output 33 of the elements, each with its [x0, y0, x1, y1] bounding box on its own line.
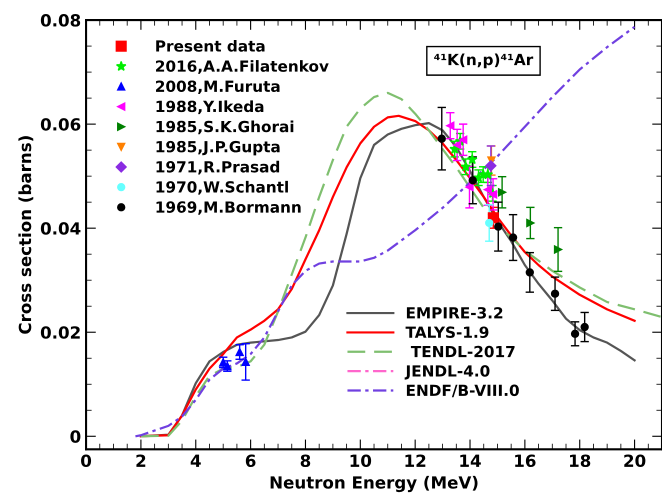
- legend-label: 1970,W.Schantl: [156, 180, 288, 195]
- x-tick-label: 6: [246, 454, 256, 468]
- legend-label: 2008,M.Furuta: [156, 80, 280, 94]
- legend-label: ENDF/B-VIII.0: [406, 384, 519, 398]
- legend-label: 1985,J.P.Gupta: [156, 140, 280, 156]
- legend-label: 1985,S.K.Ghorai: [156, 120, 294, 134]
- legend-label: 1969,M.Bormann: [156, 201, 301, 215]
- legend-label: TENDL-2017: [410, 346, 515, 358]
- legend-label: EMPIRE-3.2: [406, 307, 502, 319]
- x-tick-label: 10: [350, 454, 372, 468]
- x-tick-label: 12: [405, 454, 426, 467]
- x-tick-label: 4: [190, 454, 201, 467]
- x-tick-label: 2: [136, 454, 146, 467]
- legend-label: TALYS-1.9: [406, 326, 488, 338]
- x-tick-label: 16: [515, 454, 536, 468]
- y-tick-label: 0.02: [40, 326, 80, 339]
- legend-label: Present data: [156, 40, 265, 52]
- x-tick-label: 18: [570, 454, 590, 468]
- x-axis-title: Neutron Energy (MeV): [270, 476, 478, 492]
- y-tick-label: 0: [70, 430, 80, 443]
- x-tick-label: 14: [460, 454, 481, 467]
- x-tick-label: 8: [300, 454, 310, 468]
- legend-label: 1971,R.Prasad: [156, 160, 280, 175]
- legend-label: 2016,A.A.Filatenkov: [156, 60, 329, 74]
- annotation: ⁴¹K(n,p)⁴¹Ar: [434, 53, 534, 68]
- y-tick-label: 0.04: [40, 222, 80, 235]
- y-axis-title: Cross section (barns): [18, 136, 34, 334]
- x-tick-label: 20: [624, 454, 646, 468]
- y-tick-label: 0.08: [40, 14, 80, 27]
- legend-label: JENDL-4.0: [404, 365, 490, 380]
- x-tick-label: 0: [81, 454, 92, 468]
- legend-label: 1988,Y.Ikeda: [156, 100, 264, 114]
- y-tick-label: 0.06: [40, 118, 80, 131]
